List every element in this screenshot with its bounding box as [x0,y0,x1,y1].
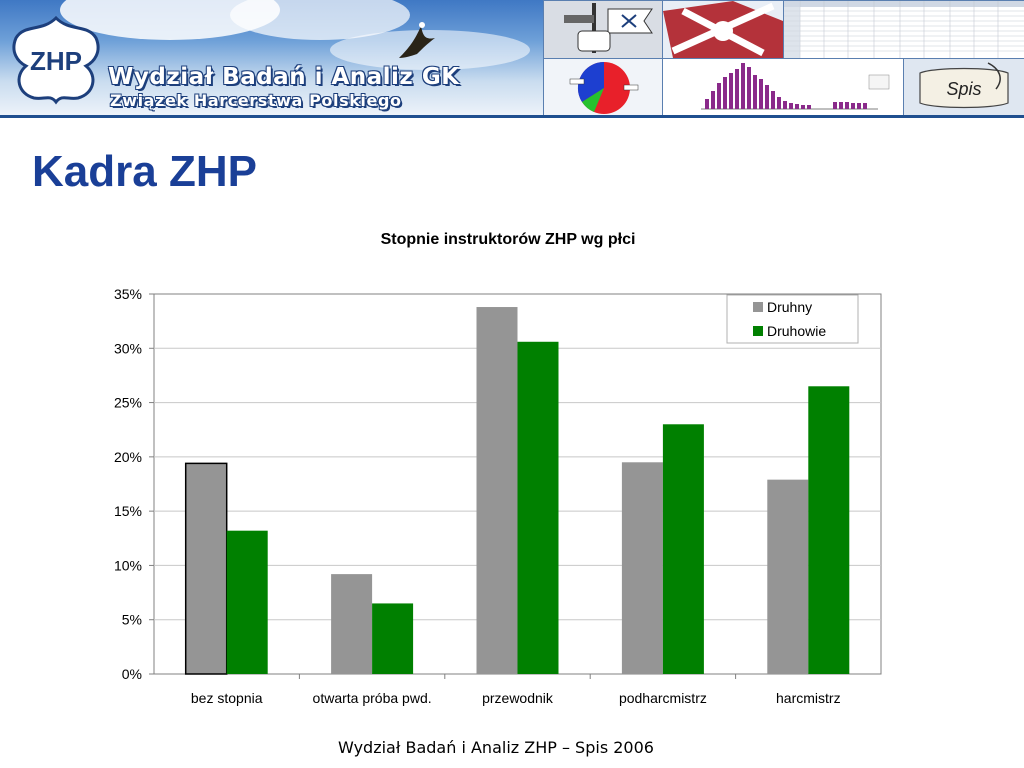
x-axis: bez stopnia otwarta próba pwd. przewodnik p… [191,674,841,706]
bar-druhny-5 [767,479,809,674]
legend-swatch-druhny [753,302,763,312]
y-tick-label: 15% [114,503,142,519]
bar-druhowie-5 [808,386,850,674]
y-tick-label: 20% [114,449,142,465]
y-tick-label: 25% [114,395,142,411]
thumb-flag-drum [543,0,663,59]
eagle-icon [399,22,435,58]
banner-subtitle: Związek Harcerstwa Polskiego [110,91,402,110]
bar-druhowie-1 [226,530,268,674]
legend-label-druhowie: Druhowie [767,323,826,339]
header-banner: ZHP Wydział Badań i Analiz GK Związek Ha… [0,0,1024,118]
legend: Druhny Druhowie [726,294,859,344]
y-tick-label: 30% [114,340,142,356]
thumb-spis-scroll: Spis [903,58,1024,117]
y-tick-label: 10% [114,557,142,573]
bar-druhny-2 [331,574,373,674]
banner-divider [0,115,1024,118]
bars-group [184,307,850,675]
x-tick-label: podharcmistrz [619,690,707,706]
bar-druhowie-3 [517,341,559,674]
banner-title: Wydział Badań i Analiz GK [108,64,460,90]
bar-druhny-3 [476,307,518,674]
bar-druhowie-2 [372,603,414,674]
x-tick-label: otwarta próba pwd. [313,690,432,706]
bar-druhny-1 [184,462,228,675]
x-tick-label: przewodnik [482,690,554,706]
legend-swatch-druhowie [753,326,763,336]
legend-label-druhny: Druhny [767,299,812,315]
slide-title: Kadra ZHP [32,147,257,196]
thumb-pie-chart [543,58,663,117]
thumb-spreadsheet [783,0,1024,59]
x-tick-label: harcmistrz [776,690,841,706]
legend-box [726,294,859,344]
scroll-text: Spis [946,79,981,99]
chart-title: Stopnie instruktorów ZHP wg płci [380,231,636,248]
y-tick-label: 0% [122,666,142,682]
bar-druhny-4 [621,462,663,674]
zhp-logo: ZHP [12,15,100,105]
bar-druhowie-4 [662,424,704,674]
x-tick-label: bez stopnia [191,690,263,706]
y-tick-label: 35% [114,286,142,302]
footer-text: Wydział Badań i Analiz ZHP – Spis 2006 [338,738,654,757]
logo-text: ZHP [30,46,82,76]
y-tick-label: 5% [122,612,142,628]
y-axis: 0% 5% 10% 15% 20% 25% 30% 35% [114,286,154,682]
banner-sky-background: ZHP Wydział Badań i Analiz GK Związek Ha… [0,0,543,116]
